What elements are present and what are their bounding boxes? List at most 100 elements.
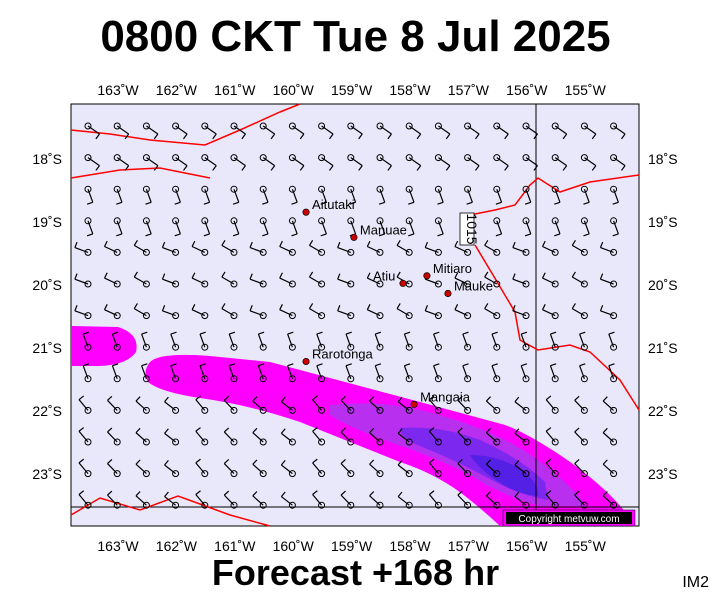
wind-barb-shaft <box>379 188 386 203</box>
place-marker <box>302 208 310 216</box>
wind-barb-feather <box>369 427 375 434</box>
wind-barb-station <box>464 122 472 130</box>
wind-barb-shaft <box>141 365 147 380</box>
wind-barb-station <box>142 375 150 383</box>
wind-barb-station <box>318 122 326 130</box>
wind-barb-station <box>113 122 121 130</box>
wind-barb-shaft <box>223 463 235 475</box>
wind-barb-feather <box>103 304 108 310</box>
wind-barb-station <box>318 406 326 414</box>
wind-barb-feather <box>133 239 138 246</box>
wind-barb-shaft <box>520 365 527 380</box>
wind-barb-station <box>318 154 326 162</box>
wind-barb-station <box>142 217 150 225</box>
wind-barb-station <box>347 343 355 351</box>
wind-barb-shaft <box>514 432 527 443</box>
wind-barb-shaft <box>287 333 293 348</box>
wind-barb-shaft <box>602 432 615 443</box>
wind-barb-shaft <box>379 125 392 135</box>
wind-barb-feather <box>437 233 444 237</box>
lon-label-top: 160˚W <box>273 82 315 98</box>
wind-barb-station <box>551 185 559 193</box>
wind-barb-station <box>142 438 150 446</box>
wind-barb-station <box>113 248 121 256</box>
wind-barb-shaft <box>374 365 381 380</box>
wind-barb-feather <box>337 273 341 280</box>
wind-barb-shaft <box>340 463 352 475</box>
wind-barb-feather <box>514 428 520 434</box>
svg-text:Copyright metvuw.com: Copyright metvuw.com <box>518 514 619 525</box>
wind-barb-station <box>580 280 588 288</box>
wind-barb-shaft <box>542 309 556 317</box>
wind-barb-feather <box>107 490 113 496</box>
wind-barb-feather <box>574 490 580 496</box>
wind-barb-feather <box>103 272 108 279</box>
wind-barb-shaft <box>175 157 188 167</box>
wind-barb-shaft <box>579 365 585 380</box>
wind-barb-station <box>259 217 267 225</box>
wind-barb-shaft <box>312 430 323 443</box>
wind-barb-shaft <box>321 188 327 203</box>
wind-barb-station <box>580 375 588 383</box>
wind-barb-feather <box>258 331 265 335</box>
wind-barb-feather <box>454 272 459 279</box>
wind-barb-shaft <box>164 464 176 475</box>
wind-barb-shaft <box>309 308 322 317</box>
wind-barb-feather <box>599 273 604 280</box>
wind-barb-station <box>201 154 209 162</box>
wind-barb-feather <box>164 459 169 466</box>
wind-barb-feather <box>78 458 85 464</box>
wind-barb-station <box>376 154 384 162</box>
wind-barb-shaft <box>292 125 305 135</box>
wind-barb-station <box>172 312 180 320</box>
wind-barb-station <box>259 312 267 320</box>
wind-barb-feather <box>457 490 463 496</box>
wind-barb-shaft <box>525 220 532 235</box>
wind-barb-station <box>551 501 559 509</box>
wind-barb-station <box>259 375 267 383</box>
wind-barb-shaft <box>542 277 556 285</box>
wind-barb-shaft <box>116 220 123 235</box>
wind-barb-shaft <box>525 188 532 203</box>
isobar-label: 1015 <box>459 212 480 246</box>
wind-barb-shaft <box>520 333 527 348</box>
wind-barb-shaft <box>223 431 235 443</box>
wind-barb-station <box>376 217 384 225</box>
wind-barb-feather <box>349 201 356 205</box>
wind-barb-station <box>405 501 413 509</box>
wind-barb-station <box>522 185 530 193</box>
wind-barb-station <box>84 185 92 193</box>
wind-barb-shaft <box>525 125 538 135</box>
wind-barb-shaft <box>262 157 276 167</box>
wind-barb-feather <box>291 201 298 205</box>
place-atiu: Atiu <box>373 268 407 287</box>
wind-barb-feather <box>249 305 253 312</box>
wind-barb-station <box>201 343 209 351</box>
wind-barb-feather <box>312 458 318 464</box>
wind-barb-feather <box>562 165 568 171</box>
wind-barb-shaft <box>369 400 381 411</box>
wind-barb-shaft <box>292 157 305 167</box>
wind-barb-station <box>580 185 588 193</box>
wind-barb-station <box>551 438 559 446</box>
wind-barb-station <box>84 280 92 288</box>
wind-barb-shaft <box>249 278 264 285</box>
wind-barb-station <box>493 375 501 383</box>
wind-barb-station <box>318 248 326 256</box>
wind-barb-shaft <box>584 157 597 167</box>
wind-barb-feather <box>320 201 327 205</box>
wind-barb-shaft <box>437 188 444 203</box>
wind-barb-station <box>522 248 530 256</box>
wind-barb-station <box>172 343 180 351</box>
wind-barb-station <box>288 312 296 320</box>
wind-barb-shaft <box>542 245 556 253</box>
wind-barb-feather <box>249 241 253 248</box>
wind-barb-shaft <box>221 276 235 285</box>
wind-barb-station <box>230 406 238 414</box>
wind-barb-feather <box>191 240 196 247</box>
wind-barb-station <box>610 343 618 351</box>
wind-barb-feather <box>203 201 210 205</box>
wind-barb-feather <box>78 427 85 432</box>
wind-barb-shaft <box>554 220 561 235</box>
